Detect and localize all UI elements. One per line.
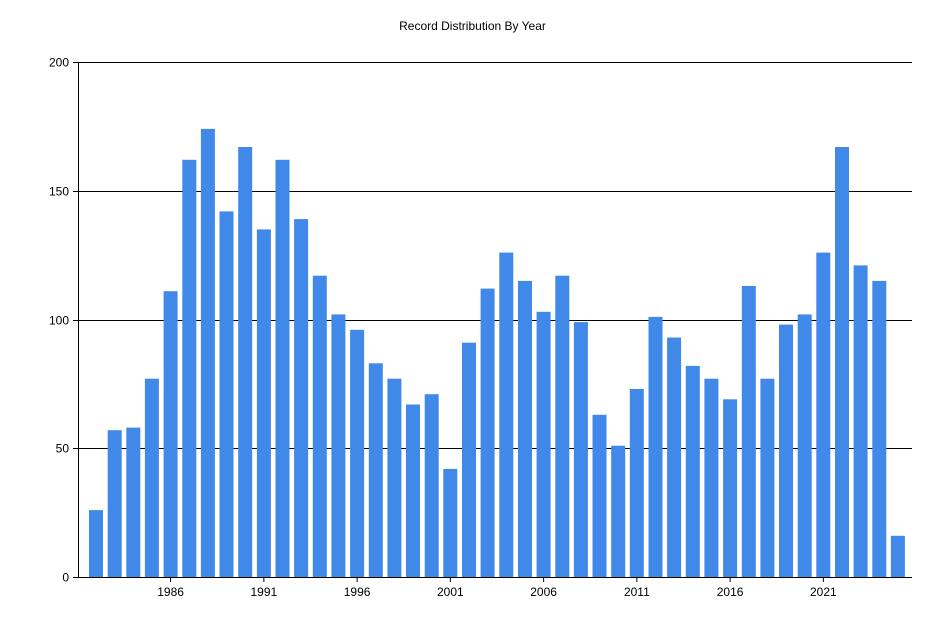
bar [443, 468, 458, 577]
bar [107, 430, 122, 577]
bar [331, 314, 346, 577]
bar [835, 147, 849, 577]
y-tick-label: 50 [56, 442, 70, 456]
x-tick-label: 2001 [437, 585, 464, 599]
bar [480, 288, 495, 577]
x-tick-label: 2011 [624, 585, 650, 599]
x-tick-label: 2016 [717, 585, 744, 599]
bar [200, 128, 215, 577]
bar [238, 147, 253, 577]
bar [816, 252, 831, 577]
x-tick-label: 1986 [157, 585, 184, 599]
bar [182, 159, 197, 578]
bar [592, 414, 607, 577]
bar [797, 314, 812, 577]
bar [163, 291, 178, 577]
bar [648, 316, 663, 577]
bar [611, 445, 626, 577]
bar [629, 389, 644, 577]
bar [424, 394, 439, 577]
bar [144, 378, 159, 577]
bar [126, 427, 141, 577]
bar [350, 329, 365, 577]
bar [89, 510, 103, 577]
bar [890, 535, 905, 577]
bar [518, 280, 532, 577]
bar [406, 404, 420, 577]
bar [219, 211, 234, 577]
y-tick-label: 100 [49, 314, 69, 328]
x-tick-label: 1996 [344, 585, 371, 599]
bar [667, 337, 682, 577]
bar [704, 378, 719, 577]
bar [853, 265, 868, 577]
bar [573, 322, 588, 577]
bar [779, 324, 793, 577]
bar [760, 378, 775, 577]
bar [536, 311, 551, 577]
bar [256, 229, 271, 577]
x-tick-label: 2006 [530, 585, 557, 599]
x-tick-label: 2021 [810, 585, 837, 599]
y-tick-label: 200 [49, 56, 69, 70]
bar [462, 342, 476, 577]
chart-title: Record Distribution By Year [399, 19, 546, 33]
bar [387, 378, 402, 577]
bar [275, 159, 290, 578]
bar [555, 275, 570, 577]
bar [294, 219, 309, 577]
bar [368, 363, 383, 577]
y-tick-label: 150 [49, 185, 69, 199]
y-tick-label: 0 [62, 571, 69, 585]
x-tick-label: 1991 [250, 585, 277, 599]
bar [872, 280, 887, 577]
bar [685, 365, 700, 577]
bar [499, 252, 514, 577]
bar [723, 399, 738, 577]
bar [312, 275, 327, 577]
bar [741, 286, 756, 577]
